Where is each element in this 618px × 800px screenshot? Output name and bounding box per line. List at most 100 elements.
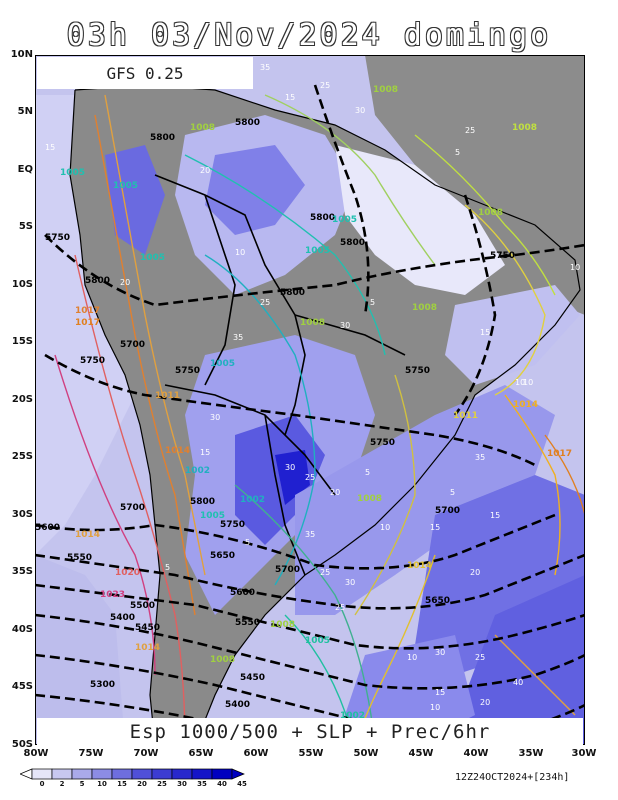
precip-label: 15 — [435, 688, 445, 697]
slp-label: 1008 — [478, 208, 503, 218]
contour-labels: 5800 5800 5800 5800 5750 5800 5750 5700 … — [35, 63, 580, 721]
colorbar-label: 15 — [117, 780, 127, 788]
slp-label: 1014 — [513, 400, 538, 410]
thickness-label: 5400 — [110, 613, 135, 623]
precip-label: 20 — [200, 166, 210, 175]
colorbar-label: 30 — [177, 780, 187, 788]
slp-label: 1017 — [547, 449, 572, 459]
colorbar-max-arrow — [231, 768, 245, 780]
precip-label: 10 — [407, 653, 417, 662]
colorbar-label: 45 — [237, 780, 247, 788]
thickness-label: 5750 — [175, 366, 200, 376]
thickness-label: 5800 — [150, 133, 175, 143]
thickness-label: 5750 — [370, 438, 395, 448]
thickness-label: 5800 — [190, 497, 215, 507]
thickness-label: 5700 — [435, 506, 460, 516]
colorbar-label: 40 — [217, 780, 227, 788]
colorbar-label: 2 — [59, 780, 65, 788]
precip-label: 5 — [450, 488, 455, 497]
lat-tick-label: 15S — [11, 336, 33, 347]
lat-tick-label: 50S — [11, 739, 33, 750]
precip-label: 15 — [430, 523, 440, 532]
colorbar-cell — [111, 768, 133, 780]
precip-label: 20 — [330, 488, 340, 497]
thickness-label: 5450 — [135, 623, 160, 633]
thickness-label: 5650 — [425, 596, 450, 606]
lat-tick-label: EQ — [17, 164, 33, 175]
lon-tick-label: 60W — [243, 748, 269, 759]
precip-label: 5 — [365, 468, 370, 477]
lat-tick-label: 40S — [11, 624, 33, 635]
colorbar-label: 0 — [39, 780, 45, 788]
map-title: 03h 03/Nov/2024 domingo — [66, 18, 552, 53]
lat-tick-label: 25S — [11, 451, 33, 462]
precip-label: 15 — [45, 143, 55, 152]
slp-label: 1002 — [185, 466, 210, 476]
thickness-label: 5800 — [85, 276, 110, 286]
precip-label: 10 — [380, 523, 390, 532]
slp-label: 1014 — [407, 561, 432, 571]
slp-label: 1023 — [100, 590, 125, 600]
thickness-label-group: 5800 5800 5800 5800 5750 5800 5750 5700 … — [35, 118, 515, 710]
thickness-label: 5500 — [130, 601, 155, 611]
thickness-label: 5700 — [120, 340, 145, 350]
colorbar-label: 20 — [137, 780, 147, 788]
lat-tick-label: 10S — [11, 279, 33, 290]
precip-label: 10 — [523, 378, 533, 387]
lon-tick-label: 35W — [518, 748, 544, 759]
model-label: GFS 0.25 — [37, 57, 253, 89]
pacific-dry-region — [35, 95, 145, 555]
thickness-label: 5800 — [340, 238, 365, 248]
colorbar-cell — [191, 768, 213, 780]
precip-label: 30 — [340, 321, 350, 330]
precip-label: 25 — [305, 473, 315, 482]
field-description: Esp 1000/500 + SLP + Prec/6hr — [37, 718, 583, 745]
colorbar-cell — [211, 768, 233, 780]
precip-label: 10 — [515, 378, 525, 387]
colorbar-cell — [71, 768, 93, 780]
weather-map: 5800 5800 5800 5800 5750 5800 5750 5700 … — [35, 55, 585, 745]
colorbar-cell — [131, 768, 153, 780]
slp-label: 1002 — [240, 495, 265, 505]
slp-label: 1008 — [512, 123, 537, 133]
thickness-label: 5600 — [230, 588, 255, 598]
thickness-label: 5700 — [275, 565, 300, 575]
precip-label: 15 — [200, 448, 210, 457]
colorbar-cell — [151, 768, 173, 780]
lat-tick-label: 45S — [11, 681, 33, 692]
slp-label: 1005 — [113, 181, 138, 191]
thickness-label: 5750 — [80, 356, 105, 366]
precip-label-group: 35 25 15 5 10 30 20 25 10 15 5 35 30 20 … — [45, 63, 580, 712]
lat-tick-label: 10N — [10, 49, 33, 60]
thickness-label: 5600 — [35, 523, 60, 533]
precip-label: 20 — [120, 278, 130, 287]
slp-label: 1005 — [305, 246, 330, 256]
lon-tick-label: 80W — [23, 748, 49, 759]
precip-label: 35 — [475, 453, 485, 462]
thickness-label: 5750 — [220, 520, 245, 530]
precip-label: 25 — [465, 126, 475, 135]
slp-label: 1005 — [200, 511, 225, 521]
lon-tick-label: 75W — [78, 748, 104, 759]
slp-label: 1005 — [60, 168, 85, 178]
lon-tick-label: 65W — [188, 748, 214, 759]
slp-label: 1005 — [305, 636, 330, 646]
lat-tick-label: 5S — [18, 221, 33, 232]
slp-contours — [54, 94, 585, 745]
colorbar-label: 25 — [157, 780, 167, 788]
precip-label: 5 — [455, 148, 460, 157]
slp-label: 1011 — [453, 411, 478, 421]
precip-label: 30 — [285, 463, 295, 472]
precip-label: 10 — [570, 263, 580, 272]
precip-atlantic-band — [295, 385, 555, 615]
precip-label: 25 — [260, 298, 270, 307]
lon-tick-label: 45W — [408, 748, 434, 759]
slp-label: 1017 — [75, 306, 100, 316]
colorbar-cell — [171, 768, 193, 780]
lon-tick-label: 55W — [298, 748, 324, 759]
precip-label: 5 — [165, 563, 170, 572]
slp-label: 1008 — [210, 655, 235, 665]
lat-tick-label: 5N — [17, 106, 33, 117]
precip-label: 35 — [233, 333, 243, 342]
precip-label: 15 — [285, 93, 295, 102]
